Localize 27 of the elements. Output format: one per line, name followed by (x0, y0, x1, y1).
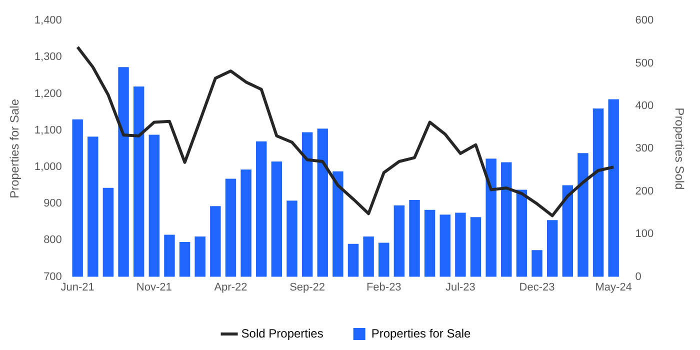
y-tick-label: 700 (44, 270, 62, 283)
legend-label: Properties for Sale (371, 326, 472, 340)
y2-tick-label: 0 (635, 270, 642, 283)
y-tick-label: 1,300 (34, 51, 62, 64)
x-tick-label: Nov-21 (136, 281, 172, 294)
x-tick-label: Feb-23 (366, 281, 402, 294)
x-tick-label: Sep-22 (290, 281, 326, 294)
y-tick-label: 1,000 (34, 161, 62, 174)
y2-tick-label: 600 (635, 14, 654, 27)
y-tick-label: 1,100 (34, 124, 62, 136)
y2-tick-label: 300 (635, 142, 654, 155)
y2-tick-label: 200 (635, 185, 654, 198)
y-tick-label: 1,200 (34, 88, 62, 100)
y2-tick-label: 500 (635, 57, 654, 70)
x-tick-label: May-24 (595, 281, 632, 294)
legend-label: Sold Properties (241, 326, 324, 340)
y2-tick-label: 400 (635, 100, 654, 112)
x-tick-label: Jun-21 (60, 281, 94, 294)
y2-tick-label: 100 (635, 228, 654, 240)
y-tick-label: 900 (44, 198, 62, 210)
x-tick-label: Jul-23 (445, 281, 476, 294)
y-tick-label: 1,400 (34, 14, 62, 27)
y2-axis-title: Properties Sold (672, 108, 686, 190)
x-tick-label: Apr-22 (214, 281, 248, 294)
x-tick-label: Dec-23 (519, 281, 555, 294)
y-axis-title: Properties for Sale (8, 98, 22, 198)
y-tick-label: 800 (44, 234, 62, 246)
